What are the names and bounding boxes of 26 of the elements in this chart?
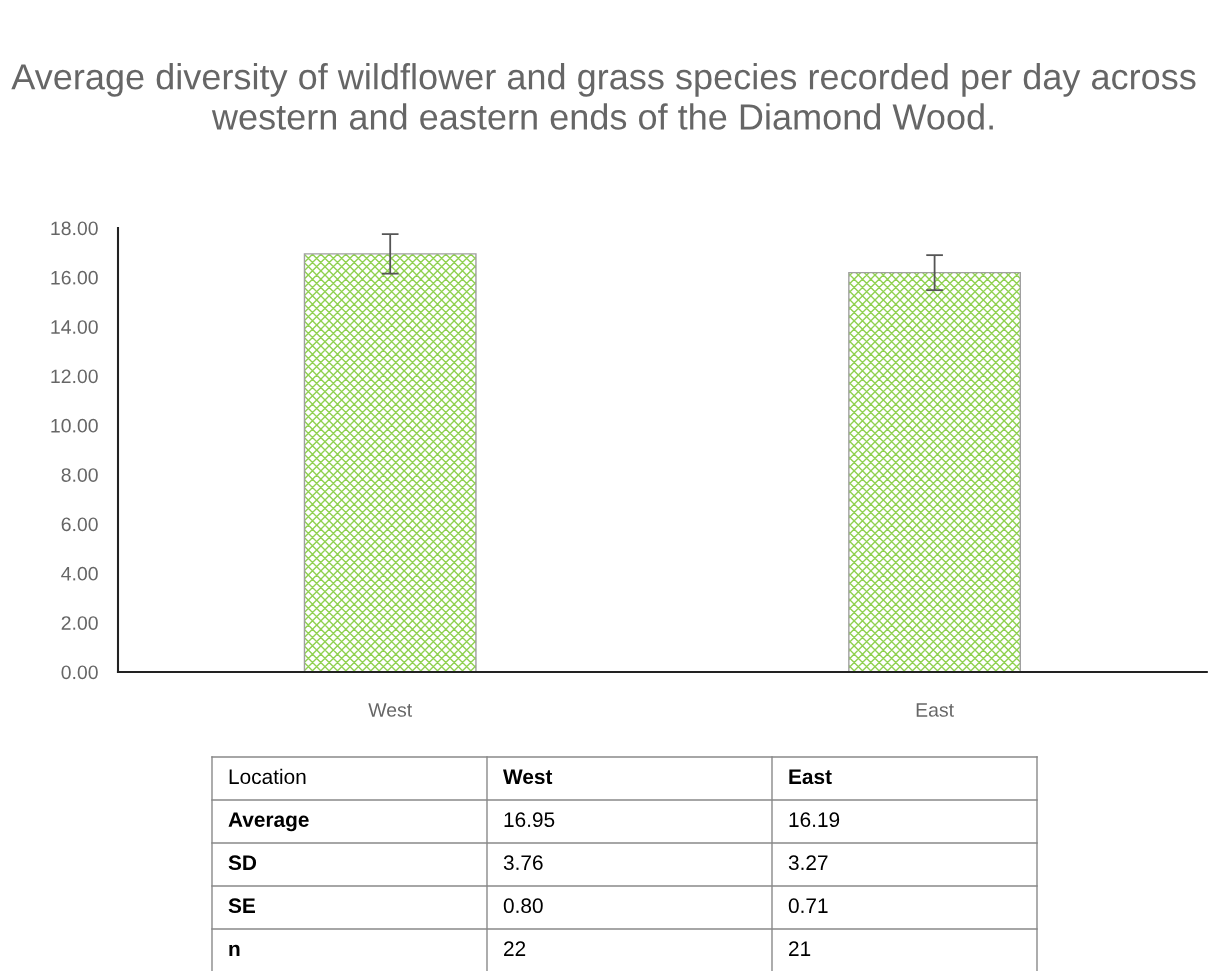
y-tick-label: 2.00: [61, 616, 98, 630]
text: 22: [504, 941, 526, 956]
data-label: 16.19: [789, 812, 840, 828]
y-tick-label: 12.00: [51, 369, 98, 384]
text: Location: [229, 768, 306, 785]
y-tick-label: 16.00: [51, 270, 98, 285]
y-tick-label: 4.00: [61, 566, 98, 581]
text: Average: [228, 812, 309, 832]
text: 21: [789, 941, 811, 956]
y-tick-label: 6.00: [61, 517, 98, 532]
y-tick-label: 0.00: [61, 665, 98, 680]
chart-title: Average diversity of wildflower and grass species recorded per day across western and eastern ends of the Diamond Wood.: [11, 63, 1196, 130]
text: n: [229, 944, 240, 956]
y-tick-label: 8.00: [61, 468, 98, 482]
data-label: 16.95: [504, 812, 555, 828]
text: 3.76: [503, 855, 543, 871]
y-tick-label: 10.00: [51, 418, 98, 433]
category-label: West: [503, 769, 553, 785]
category-label: East: [789, 769, 832, 785]
text: SE: [228, 898, 255, 914]
text: 3.27: [788, 855, 828, 871]
text: SD: [228, 855, 257, 871]
text: 0.80: [503, 898, 543, 914]
text: 0.71: [788, 898, 828, 914]
y-tick-label: 18.00: [51, 221, 98, 236]
y-tick-label: 14.00: [51, 320, 98, 334]
